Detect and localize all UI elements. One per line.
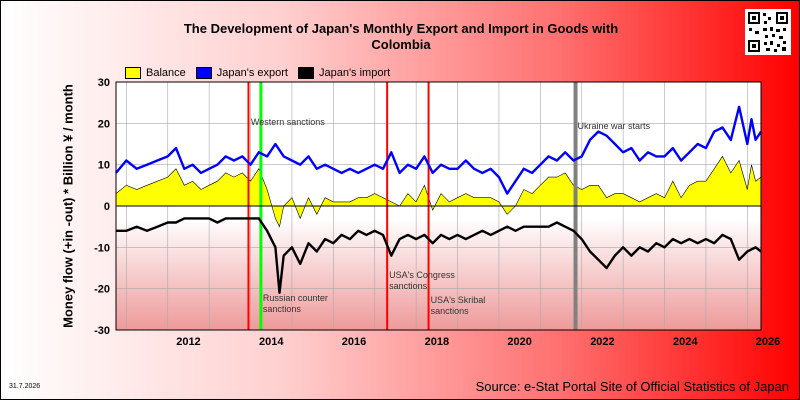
- x-tick-label: 2014: [259, 336, 284, 348]
- x-tick-label: 2026: [756, 336, 780, 348]
- date-stamp: 31.7.2026: [9, 383, 41, 390]
- event-label-line: Western sanctions: [251, 117, 325, 127]
- legend-label-import: Japan's import: [318, 67, 391, 79]
- qr-code-icon: [745, 9, 791, 55]
- legend-item-import: Japan's import: [297, 67, 391, 79]
- chart-title-line2: Colombia: [371, 37, 431, 52]
- event-label: Russian counter sanctions: [263, 293, 328, 314]
- legend-item-export: Japan's export: [195, 67, 288, 79]
- plot-border: [115, 81, 762, 331]
- event-label: Ukraine war starts: [578, 121, 651, 131]
- x-tick-label: 2020: [507, 336, 531, 348]
- legend-item-balance: Balance: [125, 67, 186, 79]
- legend-label-export: Japan's export: [216, 67, 288, 79]
- event-label-line: USA's Skribal: [431, 295, 486, 305]
- event-label-line: Ukraine war starts: [578, 121, 651, 131]
- event-label-line: sanctions: [431, 306, 470, 316]
- y-tick-label: -10: [94, 242, 110, 254]
- event-label-line: USA's Congress: [389, 270, 455, 280]
- legend-swatch-import: [297, 67, 314, 79]
- source-note: Source: e-Stat Portal Site of Official S…: [475, 379, 789, 394]
- y-tick-label: 0: [104, 201, 110, 213]
- legend-swatch-export: [195, 67, 212, 79]
- chart-title-line1: The Development of Japan's Monthly Expor…: [183, 21, 619, 36]
- y-tick-label: 20: [98, 118, 110, 130]
- legend-label-balance: Balance: [146, 67, 186, 79]
- legend-swatch-balance: [125, 67, 141, 79]
- series-line-export: [115, 105, 763, 195]
- event-label: USA's Skribal sanctions: [431, 295, 486, 316]
- x-tick-label: 2016: [342, 336, 366, 348]
- event-label-line: sanctions: [389, 281, 428, 291]
- legend: Balance Japan's export Japan's import: [125, 65, 400, 81]
- y-tick-label: -30: [94, 325, 110, 337]
- x-tick-label: 2022: [590, 336, 614, 348]
- y-tick-label: -20: [94, 284, 110, 296]
- y-tick-label: 30: [98, 77, 110, 89]
- chart-title: The Development of Japan's Monthly Expor…: [151, 21, 651, 53]
- balance-area: [115, 155, 762, 228]
- event-label: Western sanctions: [251, 117, 325, 127]
- series-line-import: [116, 217, 762, 294]
- x-tick-label: 2018: [425, 336, 449, 348]
- x-tick-label: 2024: [673, 336, 698, 348]
- event-label-line: Russian counter: [263, 293, 328, 303]
- event-label-line: sanctions: [263, 304, 302, 314]
- y-tick-label: 10: [98, 160, 110, 172]
- event-label: USA's Congress sanctions: [389, 270, 455, 291]
- x-tick-label: 2012: [176, 336, 200, 348]
